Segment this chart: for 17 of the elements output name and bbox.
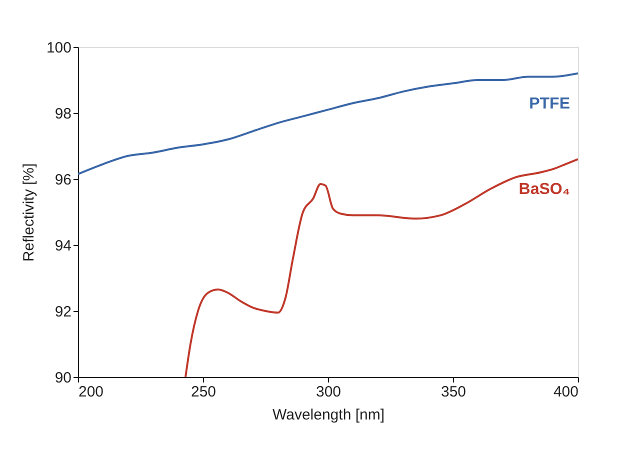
y-tick-label: 98 xyxy=(54,106,72,122)
x-tick-label: 300 xyxy=(316,384,342,400)
x-tick-label: 250 xyxy=(190,384,216,400)
series-label: BaSO₄ xyxy=(518,181,570,198)
y-tick-label: 90 xyxy=(54,370,72,386)
y-tick-label: 92 xyxy=(54,304,72,320)
x-tick-label: 350 xyxy=(440,384,466,400)
y-tick-label: 96 xyxy=(54,172,72,188)
x-tick-label: 200 xyxy=(78,384,104,400)
series-label: PTFE xyxy=(529,95,570,112)
y-axis-title: Reflectivity [%] xyxy=(20,163,38,262)
x-tick-label: 400 xyxy=(553,384,578,400)
y-tick-label: 100 xyxy=(46,40,72,56)
line-series xyxy=(78,72,578,176)
x-axis-title: Wavelength [nm] xyxy=(272,406,384,424)
line-series xyxy=(184,158,578,377)
y-tick-label: 94 xyxy=(54,238,72,254)
